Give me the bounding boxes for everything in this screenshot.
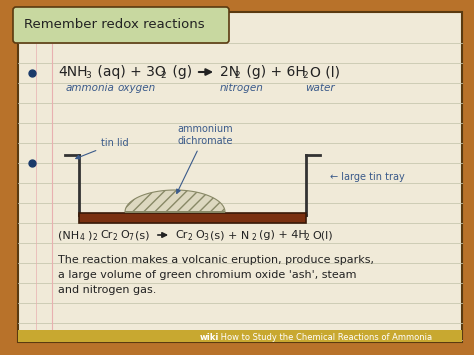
Text: 7: 7 <box>128 234 133 242</box>
Text: 4: 4 <box>80 234 85 242</box>
Text: 2: 2 <box>160 71 165 81</box>
Text: (s) + N: (s) + N <box>210 230 249 240</box>
Text: ammonia: ammonia <box>66 83 115 93</box>
Text: nitrogen: nitrogen <box>220 83 264 93</box>
Text: 2: 2 <box>302 71 308 81</box>
Text: (g): (g) <box>168 65 192 79</box>
Text: O(l): O(l) <box>312 230 333 240</box>
Text: ← large tin tray: ← large tin tray <box>330 172 405 182</box>
Text: 2: 2 <box>252 234 257 242</box>
Text: 2: 2 <box>93 234 98 242</box>
FancyBboxPatch shape <box>13 7 229 43</box>
Text: 2: 2 <box>113 234 118 242</box>
Text: 3: 3 <box>203 234 208 242</box>
Text: 2N: 2N <box>220 65 239 79</box>
Text: O (l): O (l) <box>310 65 340 79</box>
Text: ammonium
dichromate: ammonium dichromate <box>177 124 233 193</box>
Bar <box>18 330 462 342</box>
Text: 2: 2 <box>234 71 240 81</box>
Bar <box>79 213 306 223</box>
Text: (g) + 4H: (g) + 4H <box>259 230 307 240</box>
Text: ): ) <box>87 230 91 240</box>
Text: wiki: wiki <box>200 333 219 342</box>
Text: 2: 2 <box>305 234 310 242</box>
Text: 3: 3 <box>85 71 91 81</box>
Text: Cr: Cr <box>175 230 187 240</box>
Text: How to Study the Chemical Reactions of Ammonia: How to Study the Chemical Reactions of A… <box>218 333 432 342</box>
Text: O: O <box>120 230 129 240</box>
Text: Cr: Cr <box>100 230 112 240</box>
Text: water: water <box>305 83 335 93</box>
Text: 2: 2 <box>188 234 193 242</box>
Text: Remember redox reactions: Remember redox reactions <box>24 18 205 32</box>
Text: O: O <box>195 230 204 240</box>
Text: 4NH: 4NH <box>58 65 88 79</box>
Text: The reaction makes a volcanic eruption, produce sparks,
a large volume of green : The reaction makes a volcanic eruption, … <box>58 255 374 295</box>
Text: oxygen: oxygen <box>118 83 156 93</box>
Polygon shape <box>125 190 225 212</box>
Text: (s): (s) <box>135 230 149 240</box>
Text: (aq) + 3O: (aq) + 3O <box>93 65 166 79</box>
Text: (g) + 6H: (g) + 6H <box>242 65 306 79</box>
Text: tin lid: tin lid <box>76 138 129 159</box>
Text: (NH: (NH <box>58 230 79 240</box>
